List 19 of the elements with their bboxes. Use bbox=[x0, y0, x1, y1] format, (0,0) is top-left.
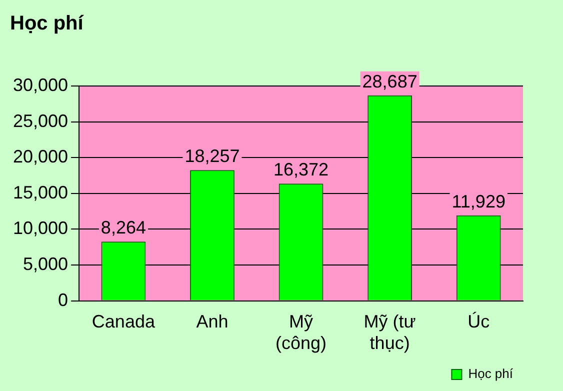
x-tick-label: Canada bbox=[92, 312, 156, 332]
x-tick-label: Úc bbox=[468, 312, 490, 332]
y-tick-label: 10,000 bbox=[12, 218, 68, 238]
data-label: 8,264 bbox=[100, 218, 146, 238]
x-tick-label: Mỹ (tư thục) bbox=[364, 312, 416, 354]
x-tick-label: Mỹ (công) bbox=[276, 312, 327, 354]
y-tick-label: 25,000 bbox=[12, 110, 68, 131]
y-tick-label: 5,000 bbox=[23, 254, 68, 274]
y-tick-label: 30,000 bbox=[12, 74, 68, 95]
data-label: 18,257 bbox=[184, 146, 240, 166]
data-label: 11,929 bbox=[452, 191, 506, 212]
legend-label: Học phí bbox=[468, 366, 514, 382]
y-tick-label: 0 bbox=[58, 290, 68, 310]
y-tick-label: 20,000 bbox=[12, 146, 68, 167]
chart-title: Học phí bbox=[10, 12, 85, 35]
y-tick-label: 15,000 bbox=[12, 182, 68, 202]
data-label: 16,372 bbox=[273, 160, 329, 180]
x-tick-label: Anh bbox=[196, 312, 228, 332]
data-label: 28,687 bbox=[362, 71, 418, 92]
